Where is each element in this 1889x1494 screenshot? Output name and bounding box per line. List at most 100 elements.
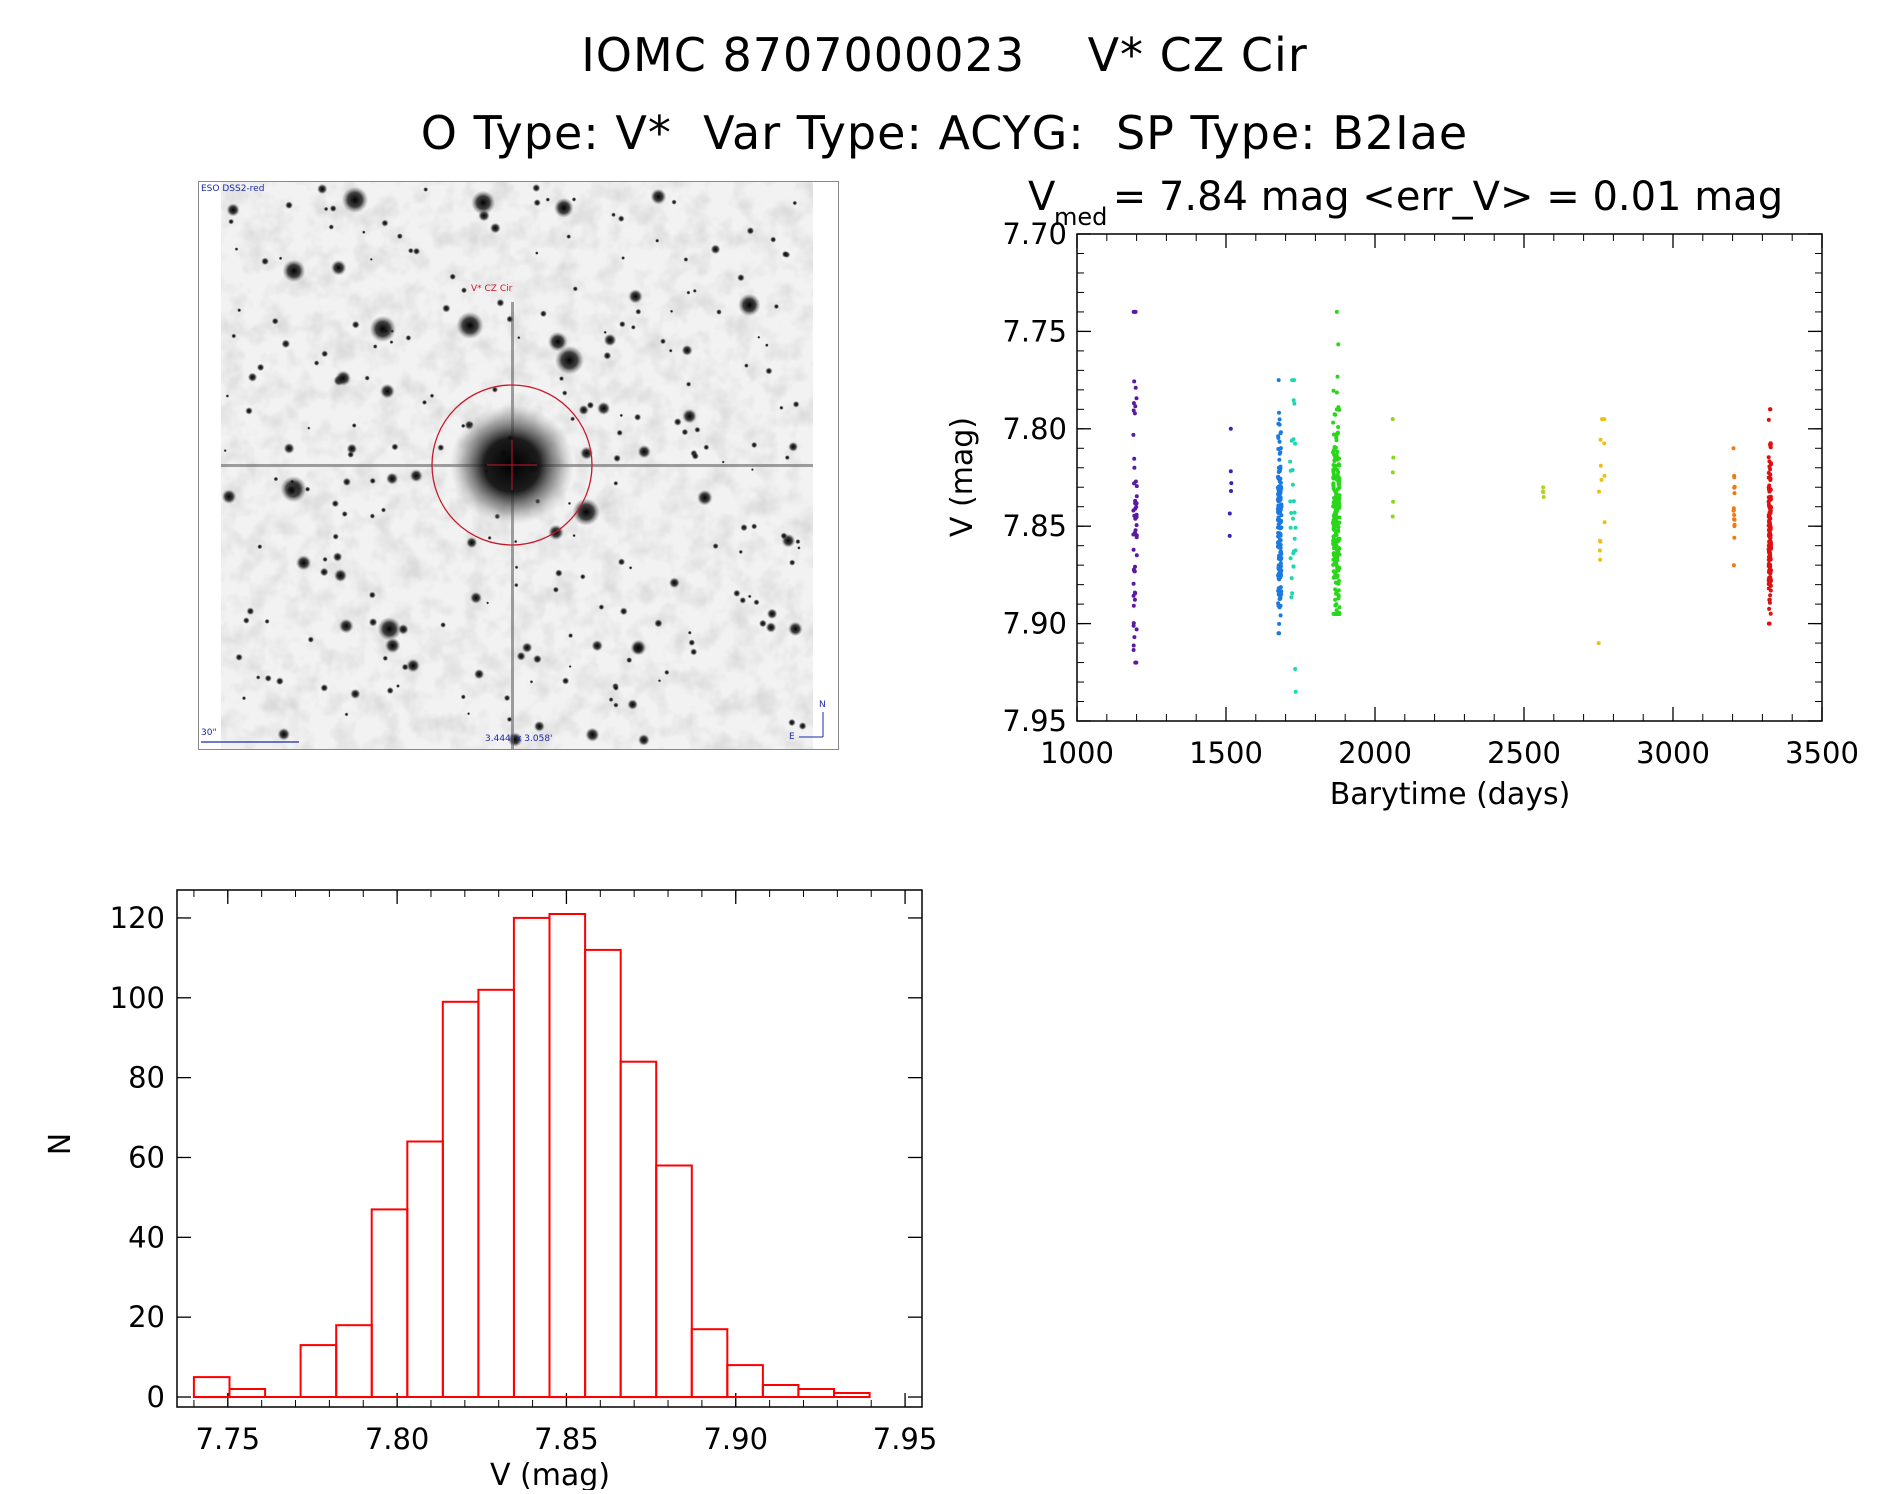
lc-data-point [1291, 564, 1296, 569]
lc-data-point [1390, 470, 1395, 475]
lc-data-point [1333, 412, 1338, 417]
lc-data-point [1278, 538, 1283, 543]
finder-star [572, 286, 578, 292]
finder-star [382, 655, 389, 662]
finder-star [738, 293, 761, 317]
finder-star [603, 330, 607, 334]
lc-data-point [1767, 532, 1771, 537]
lc-x-tick-label: 1000 [1040, 736, 1114, 770]
finder-star [687, 630, 692, 635]
lc-data-point [1768, 535, 1773, 540]
finder-star [247, 372, 258, 382]
finder-star [792, 200, 798, 206]
lc-data-point [1293, 441, 1298, 446]
lc-data-point [1334, 509, 1339, 514]
finder-star [282, 259, 306, 283]
lc-data-point [1275, 475, 1280, 480]
lc-data-point [1766, 455, 1771, 460]
lc-plot-frame [1076, 233, 1823, 722]
lc-data-point [1335, 573, 1340, 578]
lc-data-point [1131, 408, 1136, 413]
lc-data-point [1133, 498, 1138, 503]
finder-star [766, 608, 778, 620]
finder-star [351, 320, 360, 329]
finder-star [496, 298, 505, 307]
light-curve-chart: V med = 7.84 mag <err_V> = 0.01 mag 1000… [945, 174, 1859, 812]
hist-x-tick-labels: 7.75 7.80 7.85 7.90 7.95 [196, 1422, 938, 1456]
finder-star [765, 367, 773, 375]
finder-star [572, 533, 576, 538]
finder-star [241, 696, 247, 701]
lc-data-point [1290, 378, 1295, 383]
lc-data-point [1292, 401, 1297, 406]
finder-star [757, 335, 761, 339]
lc-data-point [1133, 660, 1138, 665]
finder-star [391, 443, 399, 451]
lc-data-point [1391, 499, 1396, 504]
finder-star [362, 230, 366, 234]
finder-star [529, 680, 534, 684]
hist-x-tick-label: 7.85 [534, 1422, 599, 1456]
finder-star [591, 640, 603, 652]
finder-star [381, 219, 389, 227]
lc-data-point [1277, 577, 1282, 582]
lc-data-point [1768, 445, 1773, 450]
finder-star [514, 582, 519, 588]
finder-star [627, 699, 638, 710]
finder-star [532, 183, 541, 193]
finder-star [470, 591, 482, 604]
lc-data-point [1331, 569, 1336, 574]
finder-star [669, 309, 674, 313]
lc-data-point [1732, 484, 1737, 489]
finder-star [571, 197, 577, 202]
lc-data-point [1391, 455, 1396, 460]
finder-star [331, 499, 339, 508]
lc-data-point [1767, 489, 1772, 494]
finder-star [737, 273, 745, 282]
finder-star [685, 381, 692, 387]
lc-data-point [1133, 309, 1138, 314]
finder-star [364, 375, 370, 381]
hist-bar [797, 1388, 836, 1398]
lc-data-point [1766, 470, 1771, 475]
lc-data-point [1766, 499, 1771, 504]
lc-data-point [1132, 456, 1137, 461]
lc-data-point [1334, 602, 1339, 607]
lc-data-point [1336, 596, 1341, 601]
finder-star [295, 555, 312, 571]
finder-star [561, 677, 570, 685]
lc-data-point [1597, 548, 1602, 553]
lc-data-point [1541, 495, 1546, 499]
lc-data-point [1337, 610, 1342, 615]
lc-y-tick-label: 7.85 [1002, 509, 1067, 543]
finder-star [380, 507, 387, 513]
lc-data-point [1332, 537, 1337, 542]
finder-star [773, 303, 780, 310]
lc-data-point [1598, 437, 1603, 442]
hist-x-axis-label: V (mag) [490, 1458, 610, 1490]
lc-data-point [1335, 492, 1340, 497]
finder-star [572, 498, 600, 526]
lc-data-point [1336, 549, 1341, 554]
lc-data-point [1289, 438, 1294, 443]
lc-data-point [1767, 563, 1772, 568]
finder-star [613, 685, 619, 691]
hist-y-tick-label: 120 [110, 901, 165, 935]
finder-chart-image: ESO DSS2-red V* CZ Cir 30" 3.444' x 3.05… [198, 181, 839, 750]
lc-data-point [1337, 552, 1342, 557]
finder-star [289, 479, 295, 485]
finder-star [568, 633, 574, 639]
lc-data-point [1134, 512, 1139, 517]
finder-star [626, 657, 633, 664]
lc-data-point [1289, 576, 1294, 581]
finder-star [319, 567, 329, 577]
hist-x-tick-label: 7.95 [873, 1422, 938, 1456]
lc-data-point [1277, 439, 1282, 444]
finder-star [283, 442, 295, 454]
finder-star [671, 199, 677, 205]
lc-data-point [1276, 534, 1281, 539]
lc-data-point [1278, 596, 1283, 601]
finder-star [506, 716, 513, 723]
finder-star [328, 224, 335, 230]
finder-star [273, 476, 279, 482]
